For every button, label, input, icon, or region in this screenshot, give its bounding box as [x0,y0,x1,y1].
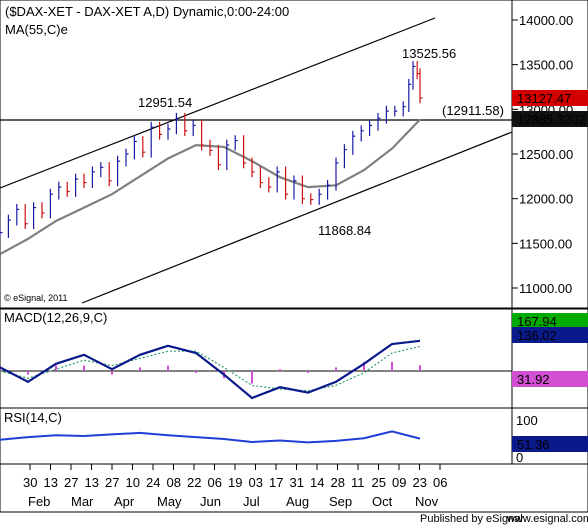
high-label: 13525.56 [402,46,456,61]
rsi-0-label: 0 [516,450,523,465]
x-axis-month-label: May [157,494,182,509]
x-axis-day-label: 03 [249,475,263,490]
x-axis-day-label: 31 [290,475,304,490]
x-axis-area [0,463,588,513]
right-axis-price [511,0,588,309]
x-axis-month-label: Feb [28,494,50,509]
x-axis-day-label: 28 [331,475,345,490]
x-axis-day-label: 09 [392,475,406,490]
x-axis-month-label: Apr [114,494,135,509]
price-axis-tick-label: 11000.00 [519,281,572,296]
price-axis-tick-label: 11500.00 [519,236,572,251]
x-axis-day-label: 06 [208,475,222,490]
macd-signal-line [0,345,421,392]
last-price-text: 13127.47 [517,91,571,106]
price-axis-tick-label: 12000.00 [519,192,573,207]
footer-url: www.esignal.com [506,513,588,525]
price-axis-tick-label: 12500.00 [519,147,573,162]
copyright-text: © eSignal, 2011 [4,293,68,303]
x-axis-day-label: 10 [126,475,140,490]
rsi-value-text: 51.36 [517,437,550,452]
x-axis-day-label: 13 [85,475,99,490]
x-axis-month-label: Jun [200,494,221,509]
x-axis-month-label: Nov [415,494,439,509]
x-axis-month-label: Mar [71,494,94,509]
rsi-100-label: 100 [516,413,538,428]
signal-value-box [512,327,588,343]
x-axis-day-label: 27 [105,475,119,490]
macd-line [0,339,421,400]
upper-trendline [0,17,436,189]
x-axis-day-label: 14 [310,475,324,490]
x-axis-day-label: 25 [372,475,386,490]
price-axis-tick-label: 13500.00 [519,58,573,73]
ma-value-box [512,111,588,127]
x-axis-day-label: 24 [146,475,160,490]
rsi-value-box [512,436,588,452]
footer-published: Published by eSignal [420,513,523,525]
last-price-box [512,90,588,106]
x-axis-month-label: Aug [286,494,309,509]
rsi-title: RSI(14,C) [4,410,62,425]
histogram-value-text: 31.92 [517,372,550,387]
histogram-value-box [512,371,588,387]
x-axis-month-label: Sep [329,494,352,509]
x-axis-day-label: 30 [23,475,37,490]
x-axis-day-label: 23 [413,475,427,490]
chart-title: ($DAX-XET - DAX-XET A,D) Dynamic,0:00-24… [5,4,289,19]
price-panel-frame [0,0,513,309]
macd-value-text: 167.94 [517,314,557,329]
x-axis-day-label: 11 [351,475,365,490]
x-axis-month-label: Oct [372,494,393,509]
x-axis-day-label: 08 [167,475,181,490]
macd-title: MACD(12,26,9,C) [4,310,107,325]
signal-value-text: 136.02 [517,328,557,343]
ma-label: MA(55,C)e [5,22,68,37]
x-axis-day-label: 19 [228,475,242,490]
ma-value-text: 12885.3202 [517,112,586,127]
lower-trendline [81,131,513,304]
x-axis-day-label: 17 [269,475,283,490]
price-axis-tick-label: 14000.00 [519,13,573,28]
mid-high-label: 12951.54 [138,95,192,110]
x-axis-day-label: 13 [44,475,58,490]
x-axis-day-label: 22 [187,475,201,490]
x-axis-day-label: 06 [433,475,447,490]
x-axis-month-label: Jul [243,494,260,509]
rsi-line [0,430,421,444]
level-label: (12911.58) [442,103,504,118]
x-axis-day-label: 27 [64,475,78,490]
low-label: 11868.84 [318,223,371,238]
macd-value-box [512,313,588,329]
